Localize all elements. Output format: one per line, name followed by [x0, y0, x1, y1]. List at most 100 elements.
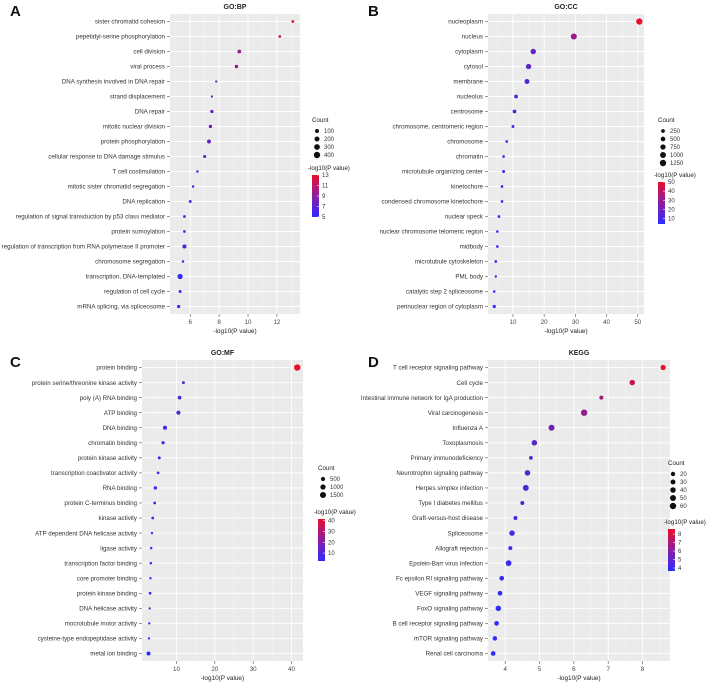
category-label: kinase activity: [98, 515, 137, 522]
category-label: ATP binding: [104, 410, 138, 417]
data-point: [511, 125, 515, 128]
category-label: midbody: [460, 244, 484, 251]
size-legend-label: 1000: [670, 153, 684, 159]
panel-title: GO:BP: [224, 4, 247, 11]
panel-kegg: D KEGG 4 5 6 7 8 -log10(P value) T cell receptor…: [361, 350, 706, 682]
color-legend-label: 6: [678, 549, 682, 555]
category-label: cysteine-type endopeptidase activity: [38, 636, 138, 643]
data-point: [237, 49, 242, 54]
color-legend-label: 40: [328, 519, 335, 525]
size-legend-dot: [313, 151, 321, 159]
panel-title: KEGG: [569, 350, 590, 357]
color-legend-label: 5: [678, 558, 682, 564]
data-point: [492, 304, 496, 309]
data-point: [508, 546, 513, 551]
category-label: DNA binding: [103, 425, 138, 432]
category-label: transcription coactivator activity: [51, 470, 138, 477]
color-legend-title: -log10(P value): [664, 519, 706, 526]
data-point: [660, 364, 666, 371]
category-label: perinuclear region of cytoplasm: [397, 304, 483, 311]
category-label: T cell costimulation: [113, 169, 166, 176]
size-legend-label: 300: [324, 145, 335, 151]
category-label: Spliceosome: [448, 530, 484, 537]
size-legend-dot: [315, 129, 319, 133]
plot-background: [142, 360, 303, 661]
size-legend-label: 200: [324, 137, 335, 143]
data-point: [514, 94, 518, 99]
x-tick-label: 20: [541, 319, 548, 326]
size-legend-dot: [660, 144, 666, 150]
size-legend-label: 50: [680, 496, 687, 502]
x-tick-label: 12: [273, 319, 280, 326]
data-point: [153, 501, 157, 505]
category-label: protein kinase activity: [78, 455, 138, 462]
size-legend-dot: [314, 136, 320, 142]
data-point: [183, 230, 186, 233]
data-point: [157, 456, 161, 460]
size-legend-label: 500: [330, 477, 341, 483]
size-legend-dot: [660, 136, 666, 142]
category-label: mitotic nuclear division: [103, 124, 166, 131]
size-legend-label: 500: [670, 137, 681, 143]
category-label: chromosome, centromeric region: [393, 124, 484, 131]
size-legend-dot: [669, 502, 677, 510]
x-tick-label: 4: [503, 666, 507, 673]
category-label: ATP dependent DNA helicase activity: [35, 530, 138, 537]
category-label: Viral carcinogenesis: [428, 410, 483, 417]
category-label: nucleoplasm: [448, 19, 483, 26]
color-legend-title: -log10(P value): [654, 172, 696, 179]
category-label: chromatin binding: [88, 440, 137, 447]
data-point: [525, 63, 532, 70]
category-label: cell division: [133, 49, 165, 56]
data-point: [529, 455, 533, 460]
x-tick-label: 40: [288, 666, 295, 673]
data-point: [278, 35, 282, 38]
panel-letter: A: [10, 3, 21, 20]
panel-gomf: C GO:MF 10 20 30 40 -log10(P value) protein bin…: [10, 350, 356, 682]
data-point: [178, 290, 182, 293]
color-legend-label: 20: [328, 540, 335, 546]
color-legend-label: 4: [678, 566, 682, 572]
data-point: [291, 20, 295, 23]
color-legend-label: 7: [322, 205, 326, 211]
category-label: B cell receptor signaling pathway: [393, 621, 484, 628]
size-legend-label: 30: [680, 480, 687, 486]
data-point: [500, 200, 504, 203]
category-label: DNA helicase activity: [79, 606, 138, 613]
data-point: [207, 139, 211, 144]
size-legend-label: 400: [324, 153, 335, 159]
data-point: [548, 424, 555, 431]
data-point: [153, 486, 158, 490]
size-legend-label: 40: [680, 488, 687, 494]
data-point: [147, 637, 151, 640]
x-axis-label: -log10(P value): [201, 675, 244, 682]
x-tick-label: 5: [538, 666, 542, 673]
panel-letter: D: [368, 354, 379, 371]
data-point: [496, 245, 499, 248]
category-label: regulation of signal transduction by p53…: [16, 214, 165, 221]
data-point: [495, 605, 502, 612]
plot-background: [488, 360, 670, 661]
data-point: [181, 260, 185, 263]
x-tick-label: 40: [603, 319, 610, 326]
size-legend-label: 1250: [670, 161, 684, 167]
data-point: [150, 531, 154, 535]
category-label: chromosome segregation: [95, 259, 165, 266]
category-label: PML body: [455, 274, 484, 281]
color-legend-label: 30: [668, 198, 675, 204]
data-point: [500, 185, 504, 188]
x-tick-label: 10: [245, 319, 252, 326]
size-legend-title: Count: [312, 117, 329, 124]
category-label: Influenza A: [452, 425, 483, 432]
data-point: [629, 379, 635, 386]
size-legend-title: Count: [318, 465, 335, 472]
data-point: [215, 80, 218, 83]
category-label: microtubule organizing center: [402, 169, 483, 176]
data-point: [496, 230, 499, 233]
category-label: Allograft rejection: [435, 545, 483, 552]
category-label: protein serine/threonine kinase activity: [32, 380, 138, 387]
color-legend-label: 10: [328, 551, 335, 557]
panel-title: GO:CC: [554, 4, 577, 11]
color-legend-label: 20: [668, 207, 675, 213]
data-point: [148, 591, 152, 595]
